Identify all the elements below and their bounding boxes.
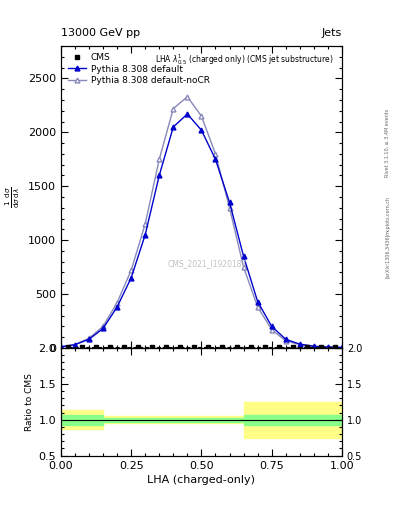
Text: CMS_2021_I1920187: CMS_2021_I1920187 [167, 259, 247, 268]
Pythia 8.308 default [143, 231, 148, 238]
Pythia 8.308 default [59, 344, 63, 350]
Pythia 8.308 default-noCR [241, 264, 246, 270]
Pythia 8.308 default [283, 336, 288, 343]
Pythia 8.308 default-noCR [73, 342, 77, 348]
Pythia 8.308 default [157, 173, 162, 179]
Pythia 8.308 default-noCR [115, 300, 119, 306]
Pythia 8.308 default [269, 323, 274, 329]
Pythia 8.308 default-noCR [213, 151, 218, 157]
Line: Pythia 8.308 default-noCR: Pythia 8.308 default-noCR [59, 94, 344, 350]
Pythia 8.308 default-noCR [283, 338, 288, 344]
Pythia 8.308 default-noCR [325, 344, 330, 350]
CMS [80, 344, 84, 350]
CMS [164, 344, 169, 350]
Pythia 8.308 default [171, 124, 176, 130]
Pythia 8.308 default [340, 345, 344, 351]
Pythia 8.308 default-noCR [199, 113, 204, 119]
Pythia 8.308 default [101, 326, 105, 332]
CMS [150, 344, 154, 350]
Text: Jets: Jets [321, 28, 342, 38]
CMS [276, 344, 281, 350]
CMS [206, 344, 211, 350]
Y-axis label: $\frac{1}{\mathrm{d}\sigma}\frac{\mathrm{d}\sigma}{\mathrm{d}\lambda}$: $\frac{1}{\mathrm{d}\sigma}\frac{\mathrm… [4, 186, 22, 208]
Pythia 8.308 default [241, 253, 246, 260]
Pythia 8.308 default [311, 343, 316, 349]
Pythia 8.308 default [255, 298, 260, 305]
Pythia 8.308 default-noCR [227, 205, 232, 211]
Pythia 8.308 default [129, 275, 134, 281]
CMS [305, 344, 309, 350]
CMS [262, 344, 267, 350]
CMS [136, 344, 141, 350]
CMS [248, 344, 253, 350]
CMS [318, 344, 323, 350]
Pythia 8.308 default [185, 111, 190, 117]
Pythia 8.308 default-noCR [298, 342, 302, 348]
CMS [122, 344, 127, 350]
CMS [192, 344, 197, 350]
Pythia 8.308 default-noCR [185, 94, 190, 100]
Pythia 8.308 default-noCR [311, 344, 316, 350]
Text: 13000 GeV pp: 13000 GeV pp [61, 28, 140, 38]
Y-axis label: Ratio to CMS: Ratio to CMS [25, 373, 34, 431]
CMS [66, 344, 70, 350]
X-axis label: LHA (charged-only): LHA (charged-only) [147, 475, 255, 485]
Pythia 8.308 default [227, 199, 232, 205]
CMS [332, 344, 337, 350]
Legend: CMS, Pythia 8.308 default, Pythia 8.308 default-noCR: CMS, Pythia 8.308 default, Pythia 8.308 … [65, 51, 212, 88]
Pythia 8.308 default-noCR [143, 221, 148, 227]
Pythia 8.308 default-noCR [157, 156, 162, 162]
Pythia 8.308 default-noCR [340, 345, 344, 351]
Pythia 8.308 default [325, 344, 330, 350]
Pythia 8.308 default [115, 304, 119, 310]
Line: Pythia 8.308 default: Pythia 8.308 default [59, 112, 344, 350]
Text: Rivet 3.1.10, ≥ 3.4M events: Rivet 3.1.10, ≥ 3.4M events [385, 109, 390, 178]
Pythia 8.308 default [86, 336, 91, 343]
Pythia 8.308 default [213, 156, 218, 162]
Text: [arXiv:1306.3436]: [arXiv:1306.3436] [385, 234, 390, 278]
Pythia 8.308 default-noCR [129, 267, 134, 273]
Text: LHA $\lambda^{1}_{0.5}$ (charged only) (CMS jet substructure): LHA $\lambda^{1}_{0.5}$ (charged only) (… [155, 52, 334, 67]
Pythia 8.308 default-noCR [171, 105, 176, 112]
CMS [290, 344, 295, 350]
Pythia 8.308 default-noCR [86, 335, 91, 342]
CMS [220, 344, 225, 350]
Line: CMS: CMS [66, 346, 337, 349]
Pythia 8.308 default [73, 342, 77, 348]
CMS [94, 344, 98, 350]
CMS [178, 344, 183, 350]
Pythia 8.308 default-noCR [101, 323, 105, 329]
Pythia 8.308 default [199, 127, 204, 133]
Text: mcplots.cern.ch: mcplots.cern.ch [385, 196, 390, 234]
Pythia 8.308 default-noCR [59, 344, 63, 350]
Pythia 8.308 default-noCR [255, 304, 260, 310]
CMS [108, 344, 112, 350]
Pythia 8.308 default-noCR [269, 327, 274, 333]
Pythia 8.308 default [298, 341, 302, 347]
CMS [234, 344, 239, 350]
